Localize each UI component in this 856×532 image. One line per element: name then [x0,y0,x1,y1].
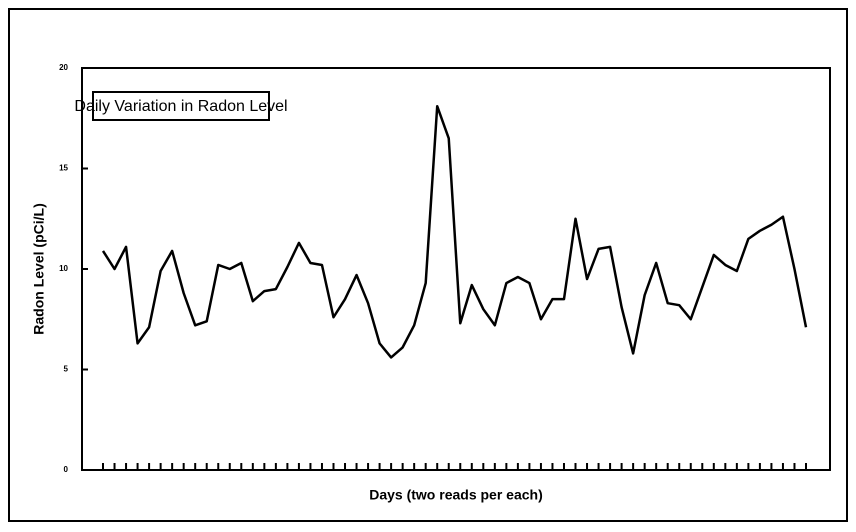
x-axis-label: Days (two reads per each) [369,487,543,503]
title-box [92,91,270,121]
y-tick-label: 0 [64,465,69,474]
chart-title: Daily Variation in Radon Level [74,98,287,115]
y-tick-label: 15 [59,164,68,173]
y-tick-label: 10 [59,264,68,273]
y-tick-label: 5 [64,365,69,374]
data-line [101,104,808,359]
y-tick-label: 20 [59,63,68,72]
y-axis-label: Radon Level (pCi/L) [31,203,47,334]
